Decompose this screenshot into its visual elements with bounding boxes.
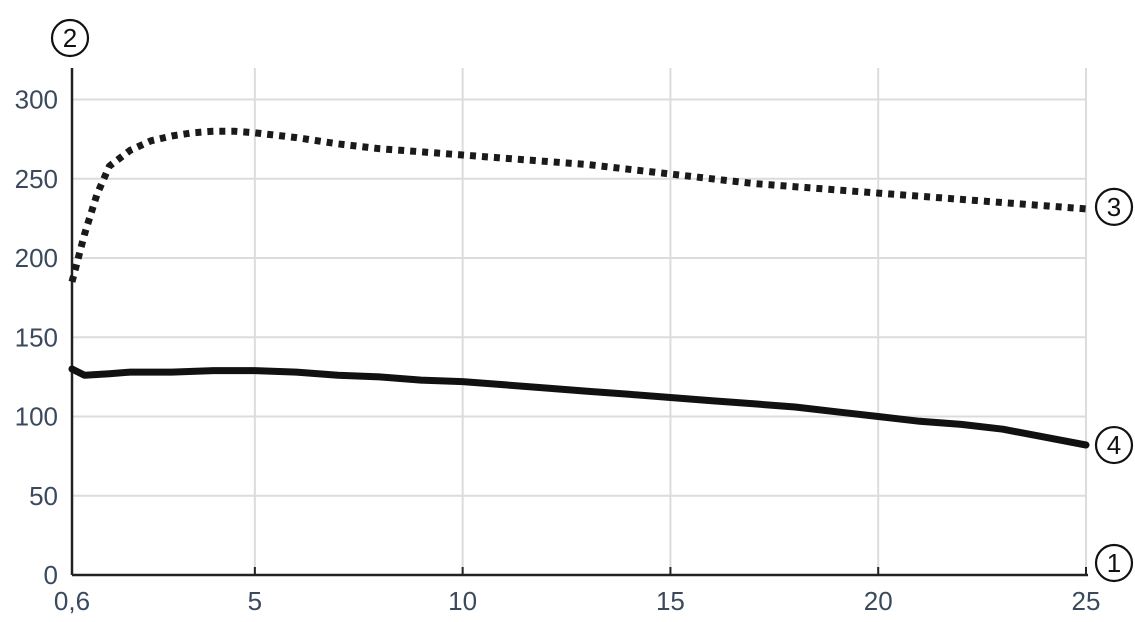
y-tick-label: 300 <box>15 85 58 115</box>
callout-number: 4 <box>1107 430 1121 460</box>
y-tick-label: 50 <box>29 481 58 511</box>
y-tick-label: 0 <box>44 560 58 590</box>
callout-number: 1 <box>1107 548 1121 578</box>
y-tick-label: 150 <box>15 322 58 352</box>
x-tick-label: 20 <box>864 586 893 616</box>
callout-circle <box>1094 187 1134 226</box>
y-tick-label: 100 <box>15 402 58 432</box>
callout-circle <box>1094 543 1134 583</box>
x-tick-label: 15 <box>656 586 685 616</box>
x-tick-label: 25 <box>1072 586 1101 616</box>
grid <box>72 68 1087 575</box>
y-tick-label: 200 <box>15 243 58 273</box>
series-line-1 <box>68 127 1087 283</box>
callout-4: 4 <box>1094 425 1134 465</box>
y-tick-label: 250 <box>15 164 58 194</box>
x-tick-label: 10 <box>448 586 477 616</box>
callout-number: 2 <box>63 23 77 53</box>
callout-2: 2 <box>50 18 90 58</box>
callout-circle <box>1094 425 1134 465</box>
axes <box>70 68 1088 577</box>
callouts: 1 2 3 4 <box>50 18 1134 583</box>
x-tick-label: 0,6 <box>54 586 90 616</box>
series <box>68 127 1090 449</box>
callout-3: 3 <box>1094 187 1134 226</box>
series-line-2 <box>68 365 1090 449</box>
callout-circle <box>50 18 90 58</box>
callout-1: 1 <box>1094 543 1134 583</box>
x-tick-label: 5 <box>248 586 262 616</box>
callout-number: 3 <box>1107 192 1121 222</box>
